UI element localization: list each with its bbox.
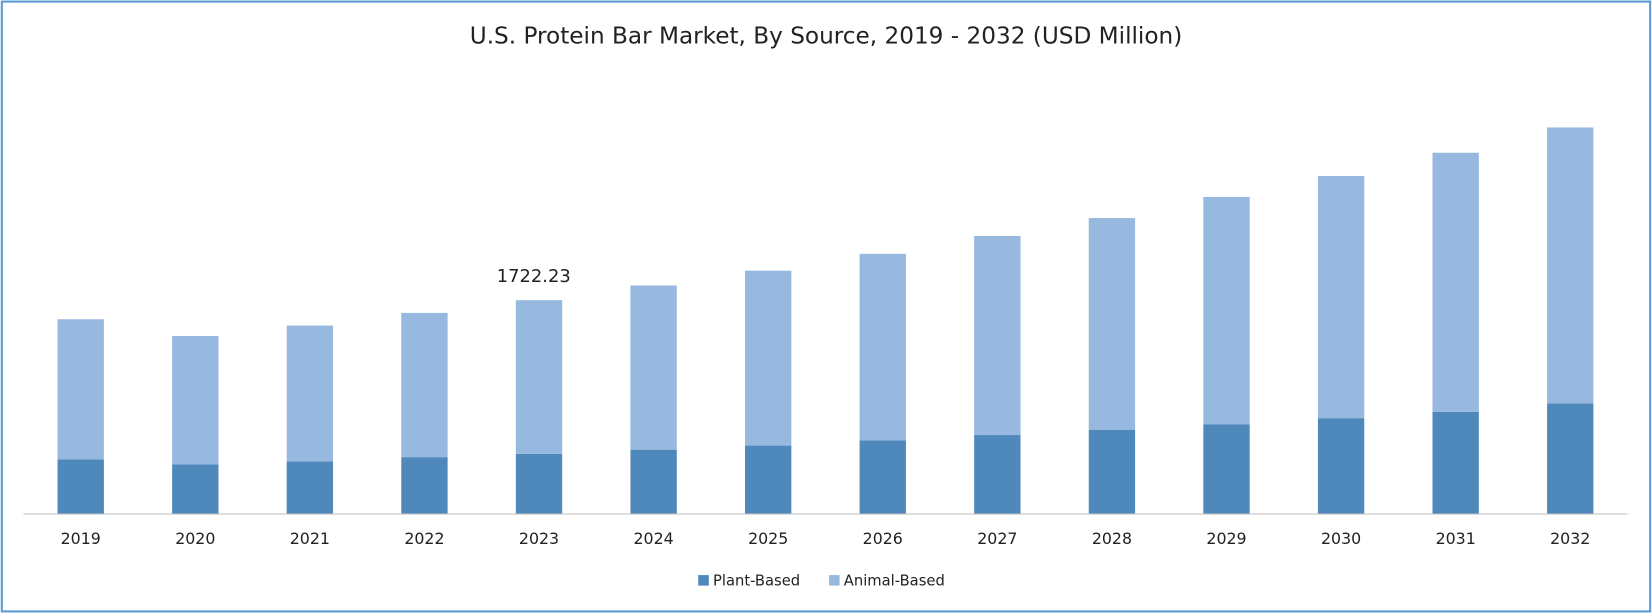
legend-swatch — [698, 575, 709, 586]
bar-segment — [172, 464, 219, 514]
bar-segment — [1547, 403, 1594, 514]
x-tick-label: 2022 — [404, 529, 444, 548]
bar-segment — [1203, 424, 1250, 514]
bar-segment — [974, 435, 1021, 514]
bar-segment — [745, 445, 792, 514]
bar-segment — [745, 270, 792, 446]
bar-segment — [286, 461, 334, 514]
bar-segment — [630, 285, 677, 450]
x-tick-label: 2025 — [748, 529, 788, 548]
bar-segment — [1432, 152, 1479, 412]
bar-segment — [1203, 196, 1250, 425]
x-tick-label: 2031 — [1436, 529, 1476, 548]
bar-segment — [515, 300, 563, 454]
bar-segment — [401, 457, 448, 514]
bar-segment — [57, 319, 104, 460]
bar-segment — [859, 440, 906, 514]
bar-segment — [1088, 429, 1136, 514]
x-tick-label: 2027 — [977, 529, 1017, 548]
bar-segment — [1317, 175, 1365, 419]
bar-segment — [286, 325, 334, 462]
bar-segment — [515, 453, 563, 514]
bar-segment — [172, 335, 219, 465]
legend-label: Animal-Based — [844, 572, 945, 589]
x-tick-label: 2021 — [290, 529, 330, 548]
bar-segment — [1317, 418, 1365, 514]
x-tick-label: 2032 — [1550, 529, 1590, 548]
x-tick-label: 2030 — [1321, 529, 1361, 548]
legend-label: Plant-Based — [713, 572, 800, 589]
bar-segment — [1088, 218, 1136, 430]
x-tick-label: 2019 — [61, 529, 101, 548]
bar-segment — [974, 235, 1021, 436]
bar-segment — [630, 449, 677, 514]
chart-title: U.S. Protein Bar Market, By Source, 2019… — [470, 22, 1183, 49]
bar-segment — [401, 312, 448, 458]
x-tick-label: 2020 — [175, 529, 215, 548]
bar-segment — [1547, 127, 1594, 404]
legend-swatch — [829, 575, 840, 586]
x-tick-label: 2026 — [863, 529, 903, 548]
bar-segment — [1432, 411, 1479, 514]
bar-segment — [57, 459, 104, 514]
x-tick-label: 2023 — [519, 529, 559, 548]
annotation: 1722.23 — [497, 266, 571, 287]
x-tick-label: 2024 — [634, 529, 674, 548]
x-tick-label: 2028 — [1092, 529, 1132, 548]
x-tick-label: 2029 — [1206, 529, 1246, 548]
bar-segment — [859, 253, 906, 441]
